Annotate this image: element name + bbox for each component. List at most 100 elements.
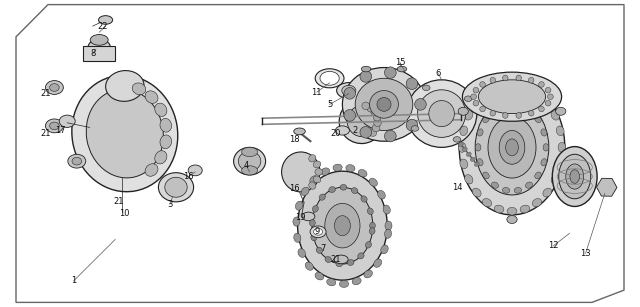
Ellipse shape	[351, 188, 358, 193]
Ellipse shape	[242, 147, 258, 157]
Ellipse shape	[234, 147, 266, 175]
Ellipse shape	[160, 135, 172, 149]
Ellipse shape	[551, 111, 559, 120]
Text: 7: 7	[321, 244, 326, 253]
Ellipse shape	[367, 208, 373, 215]
Ellipse shape	[397, 66, 407, 72]
Ellipse shape	[132, 83, 146, 95]
Ellipse shape	[385, 130, 396, 142]
Text: 2: 2	[353, 126, 358, 135]
Ellipse shape	[325, 257, 332, 262]
Polygon shape	[16, 5, 624, 302]
Ellipse shape	[348, 260, 354, 266]
Ellipse shape	[406, 80, 477, 147]
Ellipse shape	[313, 176, 321, 183]
Text: 9: 9	[314, 227, 319, 236]
Ellipse shape	[155, 103, 167, 116]
Ellipse shape	[473, 100, 479, 106]
Ellipse shape	[385, 67, 396, 78]
Ellipse shape	[72, 157, 82, 165]
Ellipse shape	[88, 39, 111, 56]
Ellipse shape	[545, 100, 551, 106]
Ellipse shape	[365, 242, 371, 248]
Ellipse shape	[372, 124, 380, 132]
Ellipse shape	[525, 107, 532, 113]
Text: 21: 21	[41, 129, 51, 138]
Text: 5: 5	[327, 100, 332, 109]
Ellipse shape	[520, 82, 530, 90]
Text: 4: 4	[244, 161, 249, 170]
Text: 20: 20	[331, 129, 341, 138]
Ellipse shape	[499, 130, 525, 164]
Ellipse shape	[383, 205, 390, 214]
Ellipse shape	[314, 228, 323, 235]
Ellipse shape	[535, 172, 541, 179]
Text: 18: 18	[289, 135, 300, 144]
Ellipse shape	[320, 72, 339, 85]
Ellipse shape	[490, 110, 495, 116]
Ellipse shape	[360, 71, 372, 82]
Text: 16: 16	[289, 184, 300, 193]
Text: 17: 17	[56, 126, 66, 135]
Ellipse shape	[293, 217, 300, 226]
Ellipse shape	[477, 129, 483, 136]
Ellipse shape	[543, 144, 549, 151]
Ellipse shape	[346, 165, 355, 172]
Ellipse shape	[90, 35, 108, 45]
Ellipse shape	[541, 159, 547, 166]
Ellipse shape	[422, 85, 430, 91]
Ellipse shape	[520, 205, 530, 213]
Ellipse shape	[45, 119, 63, 133]
Ellipse shape	[532, 199, 541, 207]
Ellipse shape	[86, 89, 163, 178]
Ellipse shape	[298, 249, 305, 257]
Ellipse shape	[369, 178, 378, 186]
Ellipse shape	[239, 151, 261, 171]
Ellipse shape	[471, 94, 476, 99]
Ellipse shape	[406, 78, 418, 89]
Ellipse shape	[507, 216, 517, 223]
Ellipse shape	[552, 147, 597, 207]
Ellipse shape	[242, 166, 258, 175]
Ellipse shape	[406, 119, 418, 131]
Ellipse shape	[470, 157, 476, 161]
Ellipse shape	[355, 78, 413, 130]
Ellipse shape	[488, 117, 536, 178]
Text: 10: 10	[120, 209, 130, 218]
Ellipse shape	[106, 71, 144, 101]
Text: 15: 15	[395, 58, 405, 68]
Ellipse shape	[415, 99, 426, 110]
Ellipse shape	[321, 168, 330, 175]
Ellipse shape	[374, 119, 381, 126]
Ellipse shape	[556, 126, 564, 136]
Ellipse shape	[99, 16, 113, 24]
Ellipse shape	[336, 261, 342, 267]
Ellipse shape	[301, 187, 309, 196]
Text: 19: 19	[296, 213, 306, 223]
Text: 13: 13	[580, 249, 591, 258]
Ellipse shape	[467, 152, 471, 157]
Ellipse shape	[347, 106, 376, 137]
Ellipse shape	[50, 122, 60, 130]
Ellipse shape	[460, 159, 468, 169]
Ellipse shape	[377, 98, 391, 111]
Ellipse shape	[525, 182, 532, 188]
Text: 11: 11	[312, 87, 322, 97]
Ellipse shape	[492, 182, 499, 188]
Ellipse shape	[483, 199, 492, 207]
Ellipse shape	[477, 159, 483, 166]
Ellipse shape	[475, 144, 481, 151]
Ellipse shape	[460, 80, 564, 215]
Ellipse shape	[339, 280, 349, 287]
Ellipse shape	[60, 115, 76, 127]
Ellipse shape	[294, 128, 305, 135]
Ellipse shape	[311, 234, 317, 241]
Ellipse shape	[462, 147, 467, 151]
Text: 14: 14	[452, 183, 463, 192]
Ellipse shape	[325, 204, 360, 248]
Ellipse shape	[329, 187, 335, 192]
Ellipse shape	[145, 91, 158, 103]
Ellipse shape	[45, 81, 63, 95]
Ellipse shape	[411, 126, 419, 131]
Ellipse shape	[502, 113, 508, 118]
